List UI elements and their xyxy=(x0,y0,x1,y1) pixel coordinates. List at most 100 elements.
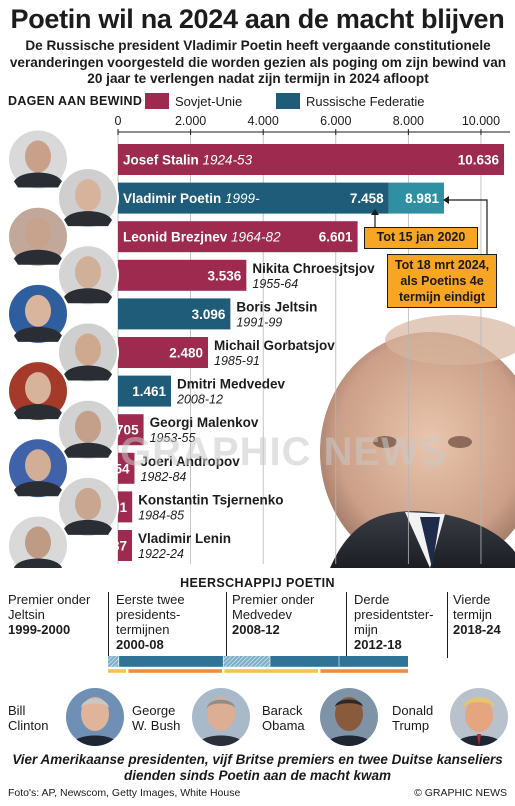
bar-extension xyxy=(388,182,444,214)
page-title: Poetin wil na 2024 aan de macht blijven xyxy=(10,4,505,34)
timeline-segment-term-4 xyxy=(339,656,408,667)
bars: 10.636 Josef Stalin 1924-53 8.981 7.458 Vlad… xyxy=(105,144,505,561)
tick-label: 4.000 xyxy=(248,114,279,128)
leader-portrait xyxy=(7,205,69,268)
bar-row: 6.601 Leonid Brezjnev 1964-82 xyxy=(118,221,358,253)
portrait-face xyxy=(25,140,51,173)
leader-portrait xyxy=(7,282,69,345)
leader-name: Leonid Brezjnev xyxy=(123,230,231,245)
leader-name: Vladimir Poetin xyxy=(123,191,225,206)
portrait-face xyxy=(75,179,101,212)
timeline-us-band-trump xyxy=(320,669,408,673)
bar-name-label: Leonid Brezjnev 1964-82 xyxy=(123,230,281,245)
x-axis-ticks: 0 2.000 4.000 6.000 8.000 10.000 xyxy=(115,114,510,135)
portrait-face xyxy=(25,217,51,250)
page-subtitle: De Russische president Vladimir Poetin h… xyxy=(9,38,507,86)
bar-value-label: 454 xyxy=(107,461,130,476)
portrait-face xyxy=(25,449,51,482)
bar-value-label: 705 xyxy=(116,423,139,438)
leader-years: 1953-55 xyxy=(150,431,196,445)
leader-portrait xyxy=(57,398,119,461)
portrait-suit xyxy=(64,442,112,458)
period-desc: Eerste twee presidents-termijnen xyxy=(116,592,185,637)
leader-name: Georgi Malenkov xyxy=(150,415,259,430)
bar-row: 8.981 7.458 Vladimir Poetin 1999- xyxy=(118,182,444,214)
legend-label-soviet: Sovjet-Unie xyxy=(175,94,243,109)
leader-years: 2008-12 xyxy=(176,393,223,407)
leader-years: 1991-99 xyxy=(236,315,282,329)
timeline-divider xyxy=(346,592,347,658)
portrait-suit xyxy=(14,249,62,265)
timeline-bar xyxy=(108,656,408,673)
timeline-segment-terms-1-2 xyxy=(118,656,224,667)
leader-years: 1924-53 xyxy=(203,153,253,168)
bar-value-label: 3.096 xyxy=(192,307,226,322)
timeline-period-5: Vierde termijn 2018-24 xyxy=(453,592,513,637)
tick-label: 0 xyxy=(115,114,122,128)
bar-name-label: Josef Stalin 1924-53 xyxy=(123,153,253,168)
bar-value-label: 387 xyxy=(105,539,128,554)
portrait-suit xyxy=(14,326,62,342)
period-years: 2018-24 xyxy=(453,622,501,637)
bar xyxy=(118,259,247,291)
brand-credit: © GRAPHIC NEWS xyxy=(414,787,507,799)
leader-portrait xyxy=(57,475,119,538)
leader-name: Boris Jeltsin xyxy=(236,299,317,314)
timeline-us-band-bush xyxy=(128,669,222,673)
timeline-divider xyxy=(447,592,448,658)
portrait-suit xyxy=(14,172,62,188)
leader-name: Vladimir Lenin xyxy=(138,531,231,546)
president-name-obama: Barack Obama xyxy=(262,703,305,733)
leader-portrait xyxy=(7,360,69,423)
bar-value-label: 7.458 xyxy=(350,191,384,206)
period-years: 2012-18 xyxy=(354,637,402,652)
bar-chart: 0 2.000 4.000 6.000 8.000 10.000 10.636 Josef … xyxy=(7,114,515,568)
timeline-divider xyxy=(226,592,227,658)
bar-value-label: 3.536 xyxy=(208,268,242,283)
caption: Vier Amerikaanse presidenten, vijf Brits… xyxy=(12,752,503,783)
legend: Dagen aan Bewind Sovjet-Unie Russische F… xyxy=(8,91,508,113)
legend-swatch-federation xyxy=(276,93,300,109)
bar xyxy=(118,221,358,253)
leader-years: 1984-85 xyxy=(138,508,184,522)
period-desc: Premier onder Medvedev xyxy=(232,592,315,622)
portrait-suit xyxy=(64,288,112,304)
bar xyxy=(118,182,389,214)
timeline-period-3: Premier onder Medvedev 2008-12 xyxy=(232,592,322,637)
legend-label-federation: Russische Federatie xyxy=(306,94,425,109)
bar-name-label: Vladimir Poetin 1999- xyxy=(123,191,260,206)
bar xyxy=(118,530,133,561)
portrait-face xyxy=(25,294,51,327)
leader-years: 1964-82 xyxy=(231,230,281,245)
bar-row: 10.636 Josef Stalin 1924-53 xyxy=(118,144,505,175)
portrait-suit xyxy=(64,519,112,535)
photo-clinton xyxy=(66,688,124,746)
legend-swatch-soviet xyxy=(145,93,169,109)
leader-years: 1955-64 xyxy=(252,277,298,291)
portrait-suit xyxy=(14,558,62,568)
president-name-clinton: Bill Clinton xyxy=(8,703,49,733)
leader-years: 1985-91 xyxy=(214,354,260,368)
portrait-face xyxy=(75,410,101,443)
bar xyxy=(118,491,133,523)
timeline-period-4: Derde presidentster-mijn 2012-18 xyxy=(354,592,446,652)
timeline-us-band-clinton xyxy=(108,669,126,673)
leader-portrait xyxy=(57,167,119,230)
bar xyxy=(118,298,231,330)
leader-name: Joeri Andropov xyxy=(140,454,240,469)
leader-portrait xyxy=(57,244,119,307)
portrait-suit xyxy=(64,211,112,227)
period-years: 2008-12 xyxy=(232,622,280,637)
bar-value-label: 1.461 xyxy=(132,384,166,399)
photo-bush xyxy=(192,688,250,746)
timeline-divider xyxy=(108,592,109,658)
bar xyxy=(118,337,209,368)
background-portrait xyxy=(320,315,515,568)
timeline-segment-pm-medvedev xyxy=(223,656,270,667)
president-name-bush: George W. Bush xyxy=(132,703,181,733)
timeline-period-2: Eerste twee presidents-termijnen 2000-08 xyxy=(116,592,226,652)
leader-name: Konstantin Tsjernenko xyxy=(138,492,283,507)
